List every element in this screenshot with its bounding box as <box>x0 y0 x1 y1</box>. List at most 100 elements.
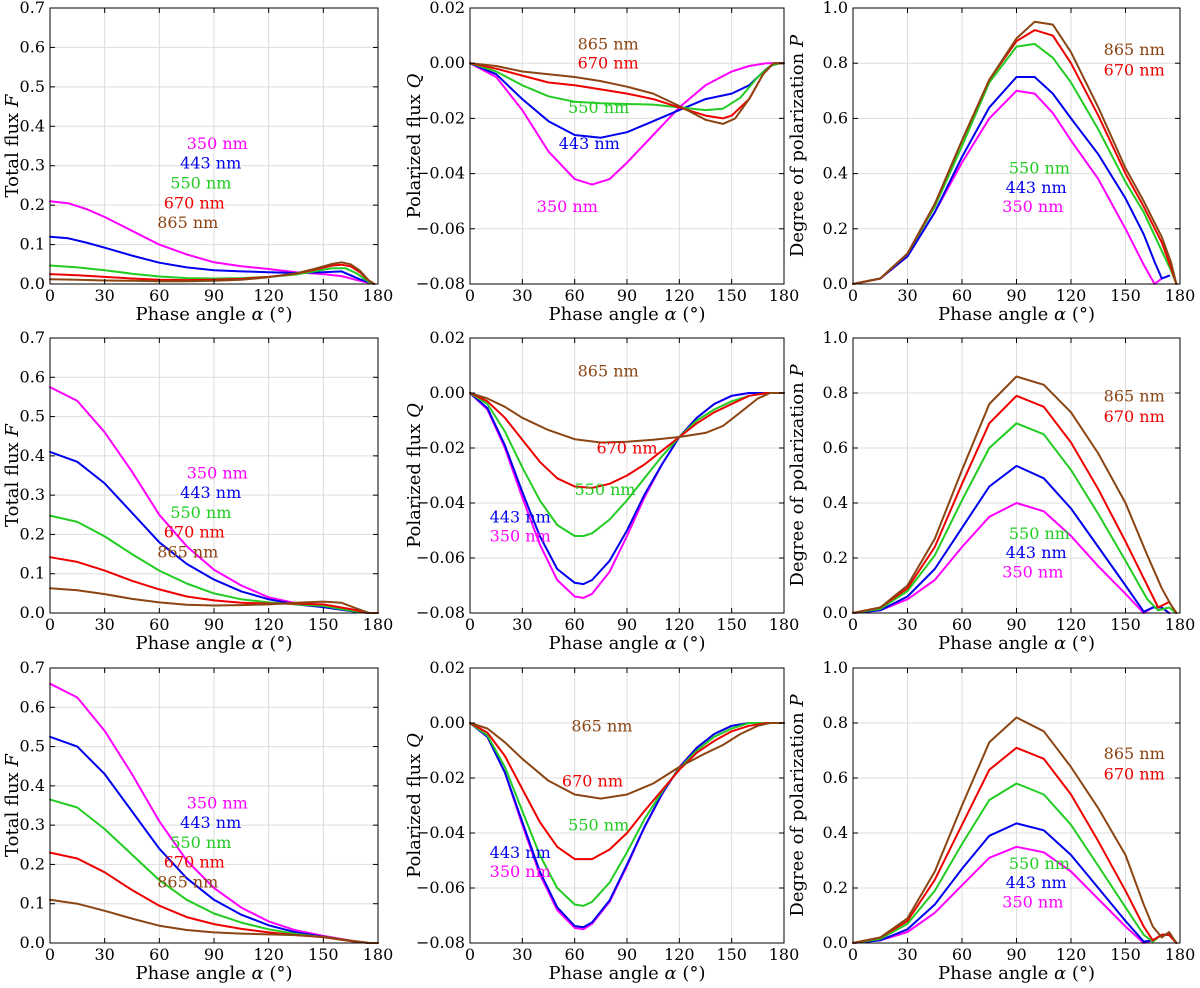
y-tick-label: 0.02 <box>429 328 465 347</box>
y-tick-label: 0.0 <box>20 933 45 952</box>
y-tick-label: 0.0 <box>823 274 848 293</box>
y-tick-label: 0.5 <box>20 407 45 426</box>
y-axis-label: Polarized flux Q <box>404 73 425 218</box>
legend-label: 670 nm <box>562 771 623 790</box>
y-tick-label: 0.6 <box>20 367 45 386</box>
chart-r3c1: 0 30 60 90 120 150 180 0.0 0.1 0.2 0.3 0.4 0.5 0.6 0.7… <box>2 658 393 984</box>
y-tick-label: 0.2 <box>20 195 45 214</box>
legend-label: 550 nm <box>568 98 629 117</box>
y-tick-label: 0.7 <box>20 0 45 17</box>
y-tick-label: 0.6 <box>823 438 848 457</box>
legend-label: 443 nm <box>180 813 241 832</box>
x-tick-label: 60 <box>952 615 972 634</box>
x-tick-label: 120 <box>1056 945 1087 964</box>
x-tick-label: 150 <box>1110 615 1141 634</box>
y-axis-label: Total flux F <box>2 423 23 527</box>
legend-label: 670 nm <box>1104 61 1165 80</box>
legend-label: 550 nm <box>568 815 629 834</box>
x-axis-label: Phase angle α (°) <box>549 963 706 984</box>
y-tick-label: 1.0 <box>823 0 848 17</box>
series-line-350nm <box>49 200 376 285</box>
x-tick-label: 30 <box>512 286 532 305</box>
y-tick-label: −0.08 <box>416 274 465 293</box>
legend-label: 865 nm <box>578 34 639 53</box>
x-axis-label: Phase angle α (°) <box>938 633 1095 654</box>
x-tick-label: 150 <box>308 286 339 305</box>
y-axis-label: Degree of polarization P <box>787 34 808 257</box>
y-tick-label: −0.04 <box>416 164 465 183</box>
y-tick-label: −0.02 <box>416 438 465 457</box>
series-line-865nm <box>852 375 1178 614</box>
y-axis-label: Polarized flux Q <box>404 733 425 878</box>
legend-label: 550 nm <box>170 833 231 852</box>
y-tick-label: 0.6 <box>823 768 848 787</box>
series-line-865nm <box>852 20 1178 285</box>
x-tick-label: 60 <box>564 945 584 964</box>
y-tick-label: 0.3 <box>20 485 45 504</box>
x-tick-label: 0 <box>465 615 475 634</box>
x-axis-label: Phase angle α (°) <box>136 304 293 325</box>
y-tick-label: −0.08 <box>416 933 465 952</box>
x-tick-label: 120 <box>664 615 695 634</box>
y-tick-label: 0.3 <box>20 815 45 834</box>
y-axis-label: Degree of polarization P <box>787 694 808 917</box>
y-tick-label: −0.08 <box>416 603 465 622</box>
y-axis-label: Polarized flux Q <box>404 403 425 548</box>
y-tick-label: 0.1 <box>20 894 45 913</box>
series-line-670nm <box>49 556 379 614</box>
y-tick-label: −0.04 <box>416 823 465 842</box>
chart-r2c3: 0 30 60 90 120 150 180 0.0 0.2 0.4 0.6 0.8 1.0 Phase … <box>787 328 1195 654</box>
legend-label: 670 nm <box>1104 407 1165 426</box>
y-tick-label: 0.5 <box>20 77 45 96</box>
x-tick-label: 120 <box>253 615 284 634</box>
x-tick-label: 150 <box>716 945 747 964</box>
y-tick-label: 0.4 <box>20 116 45 135</box>
y-tick-label: 0.7 <box>20 658 45 677</box>
x-tick-label: 180 <box>363 286 394 305</box>
series-line-865nm <box>49 587 379 614</box>
x-tick-label: 30 <box>94 945 114 964</box>
y-tick-label: 0.00 <box>429 53 465 72</box>
legend-label: 670 nm <box>164 853 225 872</box>
y-tick-label: 0.8 <box>823 53 848 72</box>
y-tick-label: −0.06 <box>416 219 465 238</box>
series-line-550nm <box>469 722 785 907</box>
y-tick-label: −0.04 <box>416 493 465 512</box>
y-tick-label: 1.0 <box>823 328 848 347</box>
legend-label: 670 nm <box>164 523 225 542</box>
x-tick-label: 0 <box>465 286 475 305</box>
x-tick-label: 120 <box>253 945 284 964</box>
y-tick-label: 0.7 <box>20 328 45 347</box>
y-tick-label: 0.5 <box>20 737 45 756</box>
legend-label: 670 nm <box>578 54 639 73</box>
legend-label: 670 nm <box>596 439 657 458</box>
x-tick-label: 60 <box>149 615 169 634</box>
legend-label: 550 nm <box>574 480 635 499</box>
x-tick-label: 60 <box>149 945 169 964</box>
x-tick-label: 90 <box>1006 286 1026 305</box>
x-tick-label: 90 <box>204 286 224 305</box>
x-axis-label: Phase angle α (°) <box>938 304 1095 325</box>
x-tick-label: 180 <box>1165 615 1196 634</box>
y-tick-label: 0.6 <box>823 108 848 127</box>
x-axis-label: Phase angle α (°) <box>136 633 293 654</box>
x-tick-label: 180 <box>769 945 800 964</box>
legend-label: 865 nm <box>1104 744 1165 763</box>
legend-label: 865 nm <box>157 213 218 232</box>
chart-r1c2: 0 30 60 90 120 150 180 −0.08 −0.06 −0.04 −0.02 0.00… <box>404 0 799 325</box>
series-line-443nm <box>852 76 1171 285</box>
y-axis-label: Total flux F <box>2 93 23 197</box>
chart-r1c1: 0 30 60 90 120 150 180 0.0 0.1 0.2 0.3 0.4 0.5 0.6 0.7… <box>2 0 393 325</box>
legend-label: 350 nm <box>187 793 248 812</box>
y-tick-label: 0.02 <box>429 658 465 677</box>
y-tick-label: 0.4 <box>20 776 45 795</box>
series-line-865nm <box>49 261 376 285</box>
y-tick-label: −0.02 <box>416 108 465 127</box>
legend-label: 670 nm <box>164 193 225 212</box>
x-axis-label: Phase angle α (°) <box>136 963 293 984</box>
x-tick-label: 30 <box>512 945 532 964</box>
x-tick-label: 30 <box>512 615 532 634</box>
x-axis-label: Phase angle α (°) <box>549 304 706 325</box>
x-tick-label: 120 <box>664 945 695 964</box>
x-tick-label: 120 <box>253 286 284 305</box>
